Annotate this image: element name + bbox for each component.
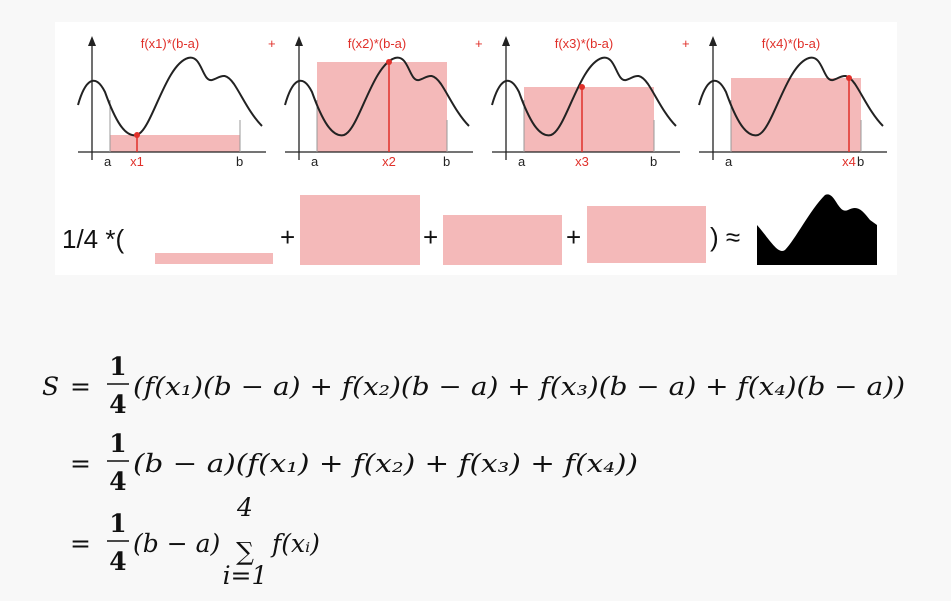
sample-dot (846, 75, 852, 81)
eq-sign: = (70, 372, 91, 401)
sample-dot (134, 132, 140, 138)
curve (491, 56, 677, 137)
sum-lower: i=1 (223, 561, 268, 590)
plus: + (423, 222, 438, 252)
plus: + (566, 222, 581, 252)
arrow (502, 36, 510, 46)
eq-body: (b − a)(f(x₁) + f(x₂) + f(x₃) + f(x₄)) (133, 449, 638, 478)
eq-lhs: S (42, 372, 59, 401)
equations: S =14(f(x₁)(b − a) + f(x₂)(b − a) + f(x₃)… (42, 352, 905, 590)
curve (77, 56, 263, 137)
frac-den: 4 (109, 547, 126, 576)
b-label: b (857, 154, 864, 169)
panel-label: f(x1)*(b-a) (141, 36, 200, 51)
panel-label: f(x2)*(b-a) (348, 36, 407, 51)
panels: f(x1)*(b-a)a x1 b+ f(x2)*(b-a)a x2 b+ f(x3)*(b… (77, 36, 887, 169)
a-label: a (518, 154, 526, 169)
curve (698, 56, 884, 137)
eq-sign: = (70, 529, 91, 558)
area-box (443, 215, 562, 265)
x-label: x1 (130, 154, 144, 169)
arrow (88, 36, 96, 46)
area-rect (110, 135, 240, 152)
x-label: x2 (382, 154, 396, 169)
panel-plus: + (475, 36, 483, 51)
panel: f(x3)*(b-a) a x3 b + (491, 36, 690, 169)
sum-prefix: 1/4 *( (62, 224, 124, 254)
b-label: b (443, 154, 450, 169)
area-box (155, 253, 273, 264)
plus: + (280, 222, 295, 252)
area-box (300, 195, 420, 265)
eq-body: (b − a) (133, 529, 220, 558)
a-label: a (725, 154, 733, 169)
area-rect (524, 87, 654, 152)
eq-sign: = (70, 449, 91, 478)
b-label: b (650, 154, 657, 169)
frac-num: 1 (109, 509, 126, 538)
panel-label: f(x4)*(b-a) (762, 36, 821, 51)
curve (284, 56, 470, 137)
panel-plus: + (268, 36, 276, 51)
sum-suffix: ) ≈ (710, 222, 740, 252)
a-label: a (311, 154, 319, 169)
frac-den: 4 (109, 467, 126, 496)
panel: f(x2)*(b-a) a x2 b + (284, 36, 483, 169)
sample-dot (386, 59, 392, 65)
frac-den: 4 (109, 390, 126, 419)
panel: f(x4)*(b-a) a x4 b (698, 36, 887, 169)
a-label: a (104, 154, 112, 169)
x-label: x3 (575, 154, 589, 169)
frac-num: 1 (109, 429, 126, 458)
area-shape (757, 194, 877, 265)
b-label: b (236, 154, 243, 169)
panel-plus: + (682, 36, 690, 51)
panel-label: f(x3)*(b-a) (555, 36, 614, 51)
arrow (295, 36, 303, 46)
area-box (587, 206, 706, 263)
eq-body: (f(x₁)(b − a) + f(x₂)(b − a) + f(x₃)(b −… (133, 372, 905, 401)
x-label: x4 (842, 154, 856, 169)
area-rect (731, 78, 861, 152)
sum-term: f(xᵢ) (270, 529, 320, 558)
sum-upper: 4 (236, 493, 253, 522)
frac-num: 1 (109, 352, 126, 381)
arrow (709, 36, 717, 46)
sample-dot (579, 84, 585, 90)
sum-symbol: ∑ (236, 537, 254, 566)
panel: f(x1)*(b-a) a x1 b + (77, 36, 276, 169)
